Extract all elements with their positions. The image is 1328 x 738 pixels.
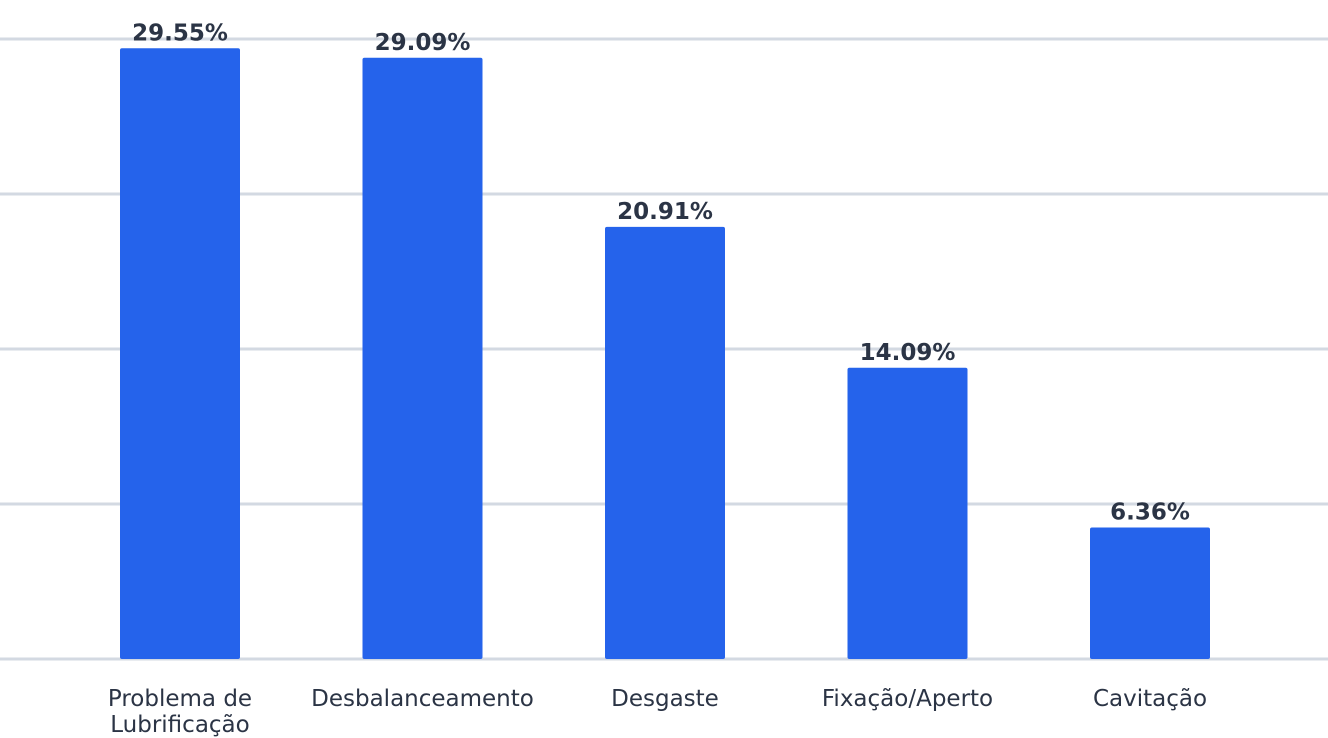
data-label: 6.36% (1110, 500, 1190, 526)
bar (1090, 527, 1210, 659)
bar-layer (120, 48, 1210, 660)
bar (362, 57, 483, 660)
x-tick-label: Cavitação (1093, 686, 1207, 712)
x-tick-label: Desbalanceamento (311, 686, 534, 712)
data-label: 20.91% (617, 199, 713, 225)
data-label: 29.55% (132, 20, 228, 46)
bar (120, 48, 240, 660)
value-label-layer: 29.55% 29.09% 20.91% 14.09% 6.36% (132, 20, 1190, 525)
bar (847, 367, 968, 659)
x-tick-label: Fixação/Aperto (822, 686, 993, 712)
tick-label-layer: Problema de Lubrificação Desbalanceamento D… (108, 686, 1207, 738)
data-label: 14.09% (860, 340, 956, 366)
x-tick-label: Problema de Lubrificação (108, 686, 252, 738)
bar (605, 226, 725, 660)
x-tick-label: Desgaste (611, 686, 719, 712)
data-label: 29.09% (375, 30, 471, 56)
